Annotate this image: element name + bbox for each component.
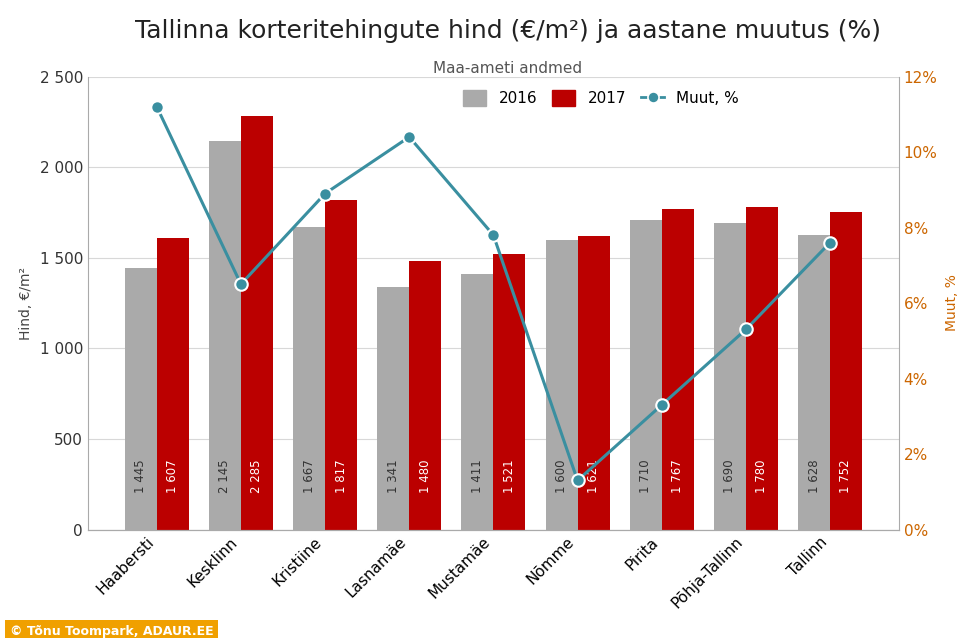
Legend: 2016, 2017, Muut, %: 2016, 2017, Muut, %: [457, 84, 745, 112]
Bar: [493, 254, 526, 530]
Bar: [830, 212, 862, 530]
Bar: [630, 219, 661, 530]
Bar: [545, 240, 577, 530]
Bar: [577, 236, 610, 530]
Text: 1 710: 1 710: [639, 459, 653, 493]
Text: 2 285: 2 285: [250, 460, 264, 493]
Text: 1 780: 1 780: [755, 460, 768, 493]
Text: 1 667: 1 667: [303, 459, 316, 493]
Text: 1 752: 1 752: [839, 459, 853, 493]
Text: 1 690: 1 690: [723, 459, 737, 493]
Text: 1 521: 1 521: [503, 459, 516, 493]
Text: 1 817: 1 817: [334, 459, 348, 493]
Bar: [209, 141, 241, 530]
Text: 1 767: 1 767: [671, 459, 684, 493]
Bar: [125, 268, 156, 530]
Bar: [461, 274, 493, 530]
Bar: [293, 228, 325, 530]
Text: 1 607: 1 607: [166, 459, 179, 493]
Y-axis label: Hind, €/m²: Hind, €/m²: [19, 267, 33, 339]
Text: 1 621: 1 621: [587, 459, 600, 493]
Text: 1 628: 1 628: [808, 459, 821, 493]
Text: 1 341: 1 341: [387, 459, 400, 493]
Text: Tallinna korteritehingute hind (€/m²) ja aastane muutus (%): Tallinna korteritehingute hind (€/m²) ja…: [135, 19, 881, 43]
Bar: [661, 209, 694, 530]
Bar: [377, 286, 409, 530]
Text: 1 411: 1 411: [471, 459, 484, 493]
Bar: [714, 223, 745, 530]
Bar: [325, 200, 357, 530]
Text: © Tõnu Toompark, ADAUR.EE: © Tõnu Toompark, ADAUR.EE: [10, 625, 213, 638]
Text: 2 145: 2 145: [219, 459, 232, 493]
Bar: [156, 239, 189, 530]
Text: 1 600: 1 600: [555, 460, 568, 493]
Text: 1 480: 1 480: [419, 460, 432, 493]
Y-axis label: Muut, %: Muut, %: [945, 274, 958, 332]
Text: 1 445: 1 445: [134, 459, 148, 493]
Bar: [409, 262, 442, 530]
Bar: [745, 207, 778, 530]
Text: Maa-ameti andmed: Maa-ameti andmed: [434, 61, 582, 76]
Bar: [241, 115, 273, 530]
Bar: [798, 235, 830, 530]
